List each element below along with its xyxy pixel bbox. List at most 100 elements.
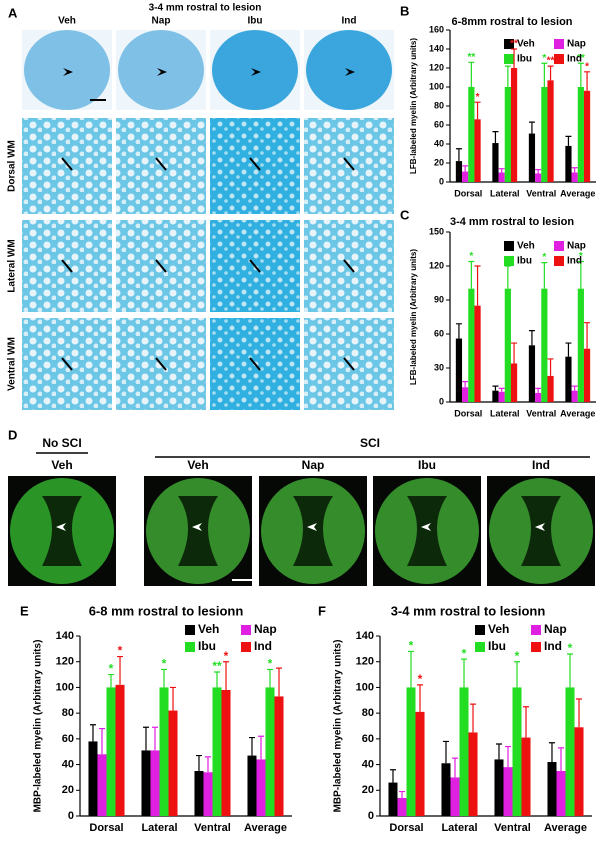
bar [212,687,222,816]
bar [494,759,504,816]
column-label: Veh [187,458,208,472]
x-tick-label: Average [244,822,287,834]
error-bar [214,671,221,688]
legend-label: Nap [544,622,567,636]
error-bar [571,385,578,391]
significance: * [579,251,583,262]
bar [168,710,178,816]
chart-title: 6-8 mm rostral to lesionn [89,603,244,618]
legend-swatch [185,625,195,635]
column-label: Nap [152,16,171,27]
significance: ** [577,53,585,64]
y-axis-label: MBP-labeled myelin (Arbitrary units) [333,640,344,813]
x-tick-label: Dorsal [454,408,482,418]
error-bar [117,655,124,685]
y-tick-label: 160 [429,24,444,34]
panel-letter: C [400,207,410,222]
bar [194,771,204,816]
y-tick-label: 0 [439,176,444,186]
bar [503,767,513,816]
arrow [61,357,73,371]
significance: ** [547,56,555,67]
error-bar [408,650,415,688]
bar [492,143,499,182]
y-tick-label: 100 [356,681,374,693]
legend-label: Ibu [488,639,506,653]
bar [512,687,522,816]
y-tick-label: 0 [368,810,374,822]
significance: * [109,662,114,676]
legend-swatch [554,39,564,49]
bar [397,798,407,816]
bar [468,288,475,402]
wm-image [22,118,112,214]
x-tick-label: Average [560,188,595,198]
error-bar [528,121,535,134]
significance: * [515,649,520,663]
arrow [61,157,73,171]
error-bar [474,265,481,306]
significance: * [476,92,480,103]
chart-title: 3-4 mm rostral to lesion [450,216,574,228]
bar [462,387,469,402]
bar [450,777,460,816]
bar [510,363,518,402]
error-bar [495,743,502,760]
gray-matter [178,496,218,566]
bar [88,741,98,816]
bar [274,696,284,816]
x-tick-label: Dorsal [454,188,482,198]
bar [106,687,116,816]
bar [455,161,463,182]
arrow [155,357,167,371]
bar [556,771,566,816]
arrowhead [421,523,431,531]
error-bar [276,667,283,697]
bar [468,87,475,182]
error-bar [547,65,554,81]
group-label: No SCI [42,436,81,450]
arrow [343,357,355,371]
bar [388,782,398,816]
error-bar [470,703,477,733]
bar [441,763,451,816]
x-tick-label: Ventral [494,822,531,834]
bar [203,772,213,816]
bar [455,338,463,402]
legend-label: Veh [488,622,509,636]
error-bar [248,736,255,756]
y-axis-label: LFB-labeled myelin (Arbitrary units) [409,38,418,174]
wm-image [304,118,394,214]
gray-matter [42,496,82,566]
error-bar [468,260,475,289]
error-bar [204,756,211,773]
error-bar [89,724,96,742]
y-tick-label: 60 [62,733,74,745]
legend-label: Veh [517,241,535,252]
legend-label: Ind [567,256,582,267]
y-tick-label: 60 [434,328,444,338]
panel-title: 3-4 mm rostral to lesion [149,3,262,14]
y-tick-label: 80 [362,707,374,719]
x-tick-label: Lateral [141,822,177,834]
x-tick-label: Ventral [526,408,556,418]
wm-image [116,118,206,214]
bar [504,87,511,182]
bar [256,759,266,816]
panel-letter: D [8,427,17,442]
legend-label: Ind [567,54,582,65]
bar [265,687,275,816]
bar [565,687,575,816]
bar [583,90,591,182]
error-bar [514,661,521,688]
row-label: Lateral WM [7,239,18,292]
significance: * [469,251,473,262]
y-tick-label: 40 [62,758,74,770]
significance: ** [467,52,475,63]
row-label: Dorsal WM [7,140,18,192]
arrowhead [535,523,545,531]
x-tick-label: Lateral [490,408,520,418]
bar [521,737,531,816]
error-bar [576,698,583,728]
